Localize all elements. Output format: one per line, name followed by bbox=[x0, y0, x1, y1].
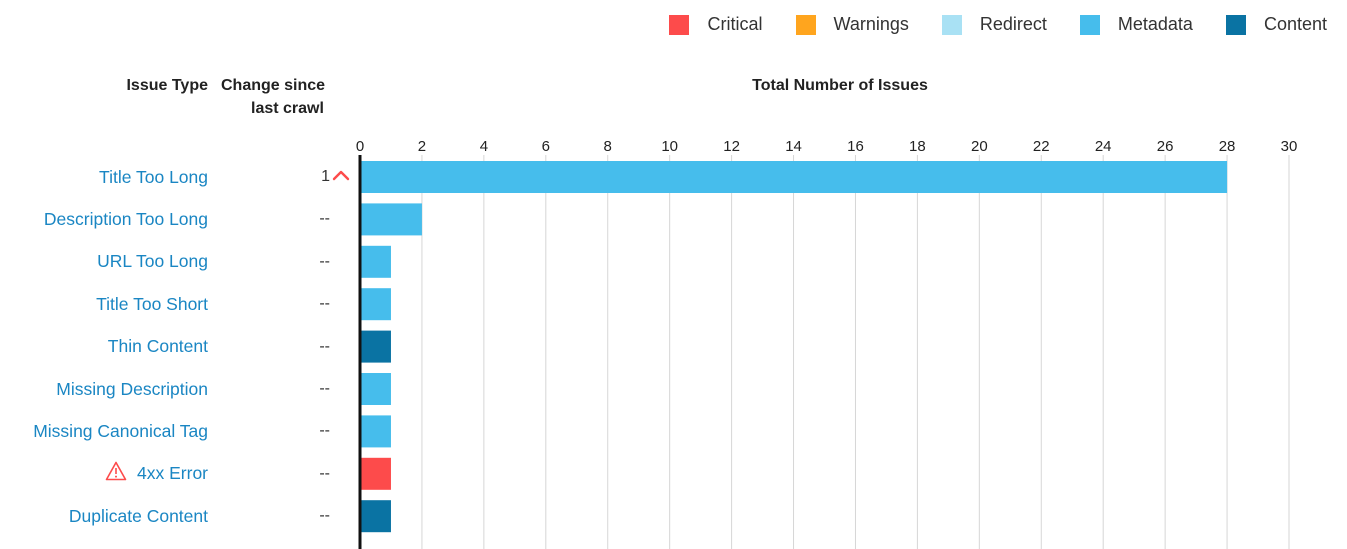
tick-label: 24 bbox=[1095, 138, 1112, 155]
legend-item-warnings[interactable]: Warnings bbox=[795, 14, 909, 35]
change-header: Change since last crawl bbox=[221, 74, 351, 120]
legend-item-critical[interactable]: Critical bbox=[669, 14, 763, 35]
issue-link[interactable]: 4xx Error bbox=[105, 461, 208, 486]
legend-swatch bbox=[1079, 14, 1100, 35]
bar bbox=[360, 203, 422, 236]
change-value: -- bbox=[319, 504, 330, 528]
bar bbox=[360, 500, 391, 533]
issue-link[interactable]: Title Too Short bbox=[96, 292, 208, 316]
change-text: -- bbox=[319, 295, 330, 313]
legend-item-content[interactable]: Content bbox=[1225, 14, 1327, 35]
issue-link[interactable]: Title Too Long bbox=[99, 165, 208, 189]
legend-item-redirect[interactable]: Redirect bbox=[941, 14, 1047, 35]
issue-link[interactable]: Missing Description bbox=[56, 377, 208, 401]
issue-link[interactable]: Missing Canonical Tag bbox=[33, 419, 208, 443]
issue-label: Thin Content bbox=[107, 336, 208, 357]
issue-label: Missing Canonical Tag bbox=[33, 420, 208, 441]
tick-label: 4 bbox=[480, 138, 488, 155]
tick-label: 0 bbox=[356, 138, 364, 155]
bar bbox=[360, 245, 391, 278]
tick-label: 2 bbox=[418, 138, 426, 155]
change-value: -- bbox=[319, 292, 330, 316]
change-text: -- bbox=[319, 380, 330, 397]
tick-label: 22 bbox=[1033, 138, 1050, 155]
tick-label: 12 bbox=[723, 138, 740, 155]
legend-swatch bbox=[795, 14, 816, 35]
change-value: -- bbox=[319, 207, 330, 231]
legend-swatch bbox=[1225, 14, 1246, 35]
change-value: -- bbox=[319, 335, 330, 359]
issue-label: URL Too Long bbox=[97, 251, 208, 272]
legend-label: Redirect bbox=[979, 14, 1047, 34]
bar bbox=[360, 330, 391, 363]
legend-label: Content bbox=[1263, 14, 1327, 34]
issue-label: 4xx Error bbox=[137, 463, 208, 484]
change-header-line1: Change since bbox=[221, 77, 326, 94]
change-text: -- bbox=[319, 464, 330, 482]
legend-label: Warnings bbox=[833, 14, 909, 34]
tick-label: 16 bbox=[847, 138, 864, 155]
legend: Critical Warnings Redirect Metadata Content bbox=[636, 14, 1327, 35]
issue-label: Description Too Long bbox=[43, 208, 208, 229]
change-value: 1 bbox=[321, 165, 350, 189]
issue-label: Title Too Short bbox=[96, 293, 208, 314]
issue-label: Title Too Long bbox=[99, 166, 208, 187]
legend-label: Critical bbox=[707, 14, 763, 34]
tick-label: 8 bbox=[604, 138, 612, 155]
bar bbox=[360, 288, 391, 321]
tick-label: 6 bbox=[542, 138, 550, 155]
change-value: -- bbox=[319, 462, 330, 486]
issue-link[interactable]: URL Too Long bbox=[97, 250, 208, 274]
change-value: -- bbox=[319, 250, 330, 274]
change-value: -- bbox=[319, 377, 330, 401]
legend-label: Metadata bbox=[1117, 14, 1193, 34]
legend-item-metadata[interactable]: Metadata bbox=[1079, 14, 1193, 35]
bar bbox=[360, 415, 391, 448]
tick-label: 10 bbox=[661, 138, 678, 155]
tick-label: 26 bbox=[1157, 138, 1174, 155]
change-text: -- bbox=[319, 210, 330, 228]
bar bbox=[360, 161, 1228, 193]
bar bbox=[360, 373, 391, 405]
tick-label: 28 bbox=[1219, 138, 1236, 155]
change-text: -- bbox=[319, 337, 330, 355]
change-header-line2: last crawl bbox=[251, 100, 324, 117]
tick-label: 20 bbox=[971, 138, 988, 155]
change-text: -- bbox=[319, 507, 330, 525]
legend-swatch bbox=[669, 14, 690, 35]
change-text: -- bbox=[319, 252, 330, 270]
issue-label: Missing Description bbox=[56, 378, 208, 399]
trend-up-icon bbox=[332, 168, 350, 186]
change-text: -- bbox=[319, 422, 330, 440]
tick-label: 30 bbox=[1281, 138, 1298, 155]
change-text: 1 bbox=[321, 168, 330, 185]
issue-label: Duplicate Content bbox=[68, 505, 208, 526]
issue-link[interactable]: Duplicate Content bbox=[69, 504, 208, 528]
issue-link[interactable]: Description Too Long bbox=[44, 207, 208, 231]
total-issues-header: Total Number of Issues bbox=[752, 77, 928, 94]
tick-label: 14 bbox=[785, 138, 802, 155]
bar bbox=[360, 457, 391, 490]
issue-type-header: Issue Type bbox=[126, 77, 208, 94]
tick-label: 18 bbox=[909, 138, 926, 155]
issue-link[interactable]: Thin Content bbox=[108, 335, 208, 359]
change-value: -- bbox=[319, 419, 330, 443]
legend-swatch bbox=[941, 14, 962, 35]
warning-icon bbox=[105, 461, 127, 486]
